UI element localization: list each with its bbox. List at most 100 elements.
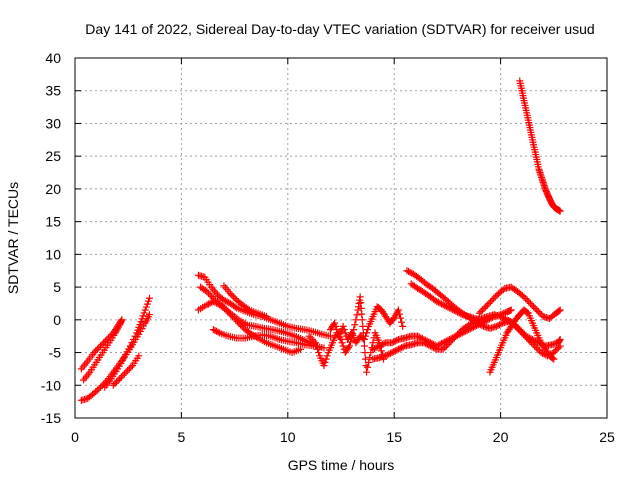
data-point: [213, 299, 221, 307]
data-point: [346, 342, 354, 350]
data-point: [454, 308, 462, 316]
data-point: [516, 327, 524, 335]
data-point: [493, 291, 501, 299]
y-tick-label: -10: [41, 377, 61, 393]
data-point: [388, 349, 396, 357]
data-point: [390, 338, 398, 346]
data-point: [390, 348, 398, 356]
data-point: [428, 343, 436, 351]
data-point: [457, 310, 465, 318]
data-point: [447, 305, 455, 313]
data-point: [333, 326, 341, 334]
data-point: [537, 349, 545, 357]
data-point: [209, 326, 217, 334]
data-point: [475, 309, 483, 317]
data-point: [488, 296, 496, 304]
data-point: [452, 332, 460, 340]
data-point: [233, 317, 241, 325]
y-axis-label: SDTVAR / TECUs: [5, 182, 21, 294]
data-point: [95, 344, 103, 352]
data-point: [238, 322, 246, 330]
plot-frame: [74, 57, 608, 419]
data-point: [442, 342, 450, 350]
y-tick-label: 30: [45, 115, 61, 131]
data-point: [313, 342, 321, 350]
data-point: [369, 345, 377, 353]
series-track-p: [407, 280, 485, 324]
data-point: [405, 268, 413, 276]
series-track-s: [516, 77, 564, 215]
data-point: [326, 332, 334, 340]
data-point: [135, 352, 143, 360]
y-tick-label: 0: [53, 312, 61, 328]
data-point: [519, 331, 527, 339]
data-point: [231, 303, 239, 311]
data-point: [420, 339, 428, 347]
data-point: [222, 297, 230, 305]
data-point: [550, 355, 558, 363]
data-point: [98, 340, 106, 348]
data-point: [447, 337, 455, 345]
data-point: [142, 303, 150, 311]
data-point: [92, 347, 100, 355]
data-point: [443, 296, 451, 304]
data-point: [361, 355, 369, 363]
data-point: [436, 299, 444, 307]
data-point: [360, 342, 368, 350]
data-point: [530, 303, 538, 311]
data-point: [230, 293, 238, 301]
data-point: [441, 295, 449, 303]
data-point: [388, 339, 396, 347]
y-tick-label: 10: [45, 246, 61, 262]
data-point: [446, 339, 454, 347]
data-point: [360, 335, 368, 343]
data-point: [391, 347, 399, 355]
data-point: [403, 267, 411, 275]
data-point: [496, 321, 504, 329]
data-point: [125, 365, 133, 373]
data-point: [393, 346, 401, 354]
x-tick-label: 15: [386, 429, 402, 445]
data-point: [228, 291, 236, 299]
data-point: [220, 305, 228, 313]
data-point: [477, 316, 485, 324]
data-point: [203, 301, 211, 309]
data-point: [361, 349, 369, 357]
data-point: [339, 342, 347, 350]
grid-lines: [75, 58, 607, 418]
data-point: [399, 322, 407, 330]
data-point: [529, 340, 537, 348]
data-point: [213, 327, 221, 335]
data-point: [532, 344, 540, 352]
data-point: [534, 308, 542, 316]
data-point: [122, 368, 130, 376]
data-point: [106, 332, 114, 340]
data-point: [523, 296, 531, 304]
data-point: [553, 345, 561, 353]
data-point: [311, 339, 319, 347]
data-point: [111, 380, 119, 388]
data-point: [431, 344, 439, 352]
data-point: [364, 326, 372, 334]
data-point: [236, 321, 244, 329]
data-point: [230, 314, 238, 322]
data-point: [555, 307, 563, 315]
data-point: [211, 298, 219, 306]
data-point: [556, 207, 564, 215]
y-tick-label: -5: [49, 345, 62, 361]
data-point: [494, 322, 502, 330]
data-point: [145, 294, 153, 302]
data-point: [310, 337, 318, 345]
x-tick-label: 20: [493, 429, 509, 445]
y-tick-label: 15: [45, 214, 61, 230]
data-point: [101, 337, 109, 345]
data-point: [100, 339, 108, 347]
data-point: [103, 335, 111, 343]
data-point: [444, 340, 452, 348]
data-point: [523, 334, 531, 342]
x-tick-labels: 0 5 10 15 20 25: [71, 429, 615, 445]
data-point: [380, 340, 388, 348]
series-track-r: [475, 283, 564, 323]
data-point: [369, 339, 377, 347]
data-point: [497, 313, 505, 321]
